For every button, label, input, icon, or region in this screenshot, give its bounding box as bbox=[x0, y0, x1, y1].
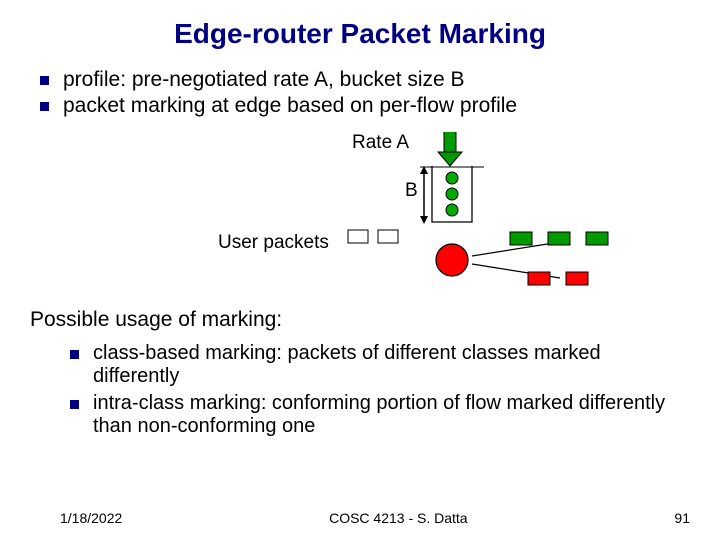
bullet-square-icon bbox=[40, 102, 49, 111]
top-bullets: profile: pre-negotiated rate A, bucket s… bbox=[40, 68, 720, 118]
rate-a-arrow-icon bbox=[438, 132, 462, 166]
slide-title-text: Edge-router Packet Marking bbox=[174, 18, 546, 49]
subheading: Possible usage of marking: bbox=[30, 308, 720, 332]
slide-footer: 1/18/2022 COSC 4213 - S. Datta 91 bbox=[0, 510, 720, 526]
bullet-text: profile: pre-negotiated rate A, bucket s… bbox=[63, 68, 465, 92]
footer-center: COSC 4213 - S. Datta bbox=[329, 510, 468, 526]
out-green-packet-icon bbox=[510, 232, 532, 245]
out-red-packet-icon bbox=[528, 272, 550, 285]
sub-bullet-text: intra-class marking: conforming portion … bbox=[93, 392, 673, 438]
slide-title: Edge-router Packet Marking bbox=[0, 0, 720, 50]
token-icon bbox=[446, 204, 458, 216]
token-bucket-diagram: Rate A B User packets bbox=[0, 132, 720, 302]
token-icon bbox=[446, 172, 458, 184]
footer-date: 1/18/2022 bbox=[60, 510, 122, 526]
footer-page: 91 bbox=[674, 510, 690, 526]
bullet-text: packet marking at edge based on per-flow… bbox=[63, 94, 517, 118]
subheading-text: Possible usage of marking: bbox=[30, 308, 282, 331]
user-packet-icon bbox=[378, 230, 398, 243]
bullet-square-icon bbox=[70, 400, 79, 409]
out-green-packet-icon bbox=[548, 232, 570, 245]
bullet-row: class-based marking: packets of differen… bbox=[70, 342, 720, 388]
token-icon bbox=[446, 188, 458, 200]
out-red-packet-icon bbox=[566, 272, 588, 285]
out-green-packet-icon bbox=[586, 232, 608, 245]
marker-circle-icon bbox=[436, 244, 468, 276]
bullet-square-icon bbox=[40, 76, 49, 85]
diagram-svg bbox=[0, 132, 720, 302]
bullet-square-icon bbox=[70, 350, 79, 359]
bullet-row: packet marking at edge based on per-flow… bbox=[40, 94, 720, 118]
user-packet-icon bbox=[348, 230, 368, 243]
sub-bullet-text: class-based marking: packets of differen… bbox=[93, 342, 673, 388]
bullet-row: profile: pre-negotiated rate A, bucket s… bbox=[40, 68, 720, 92]
sub-bullets: class-based marking: packets of differen… bbox=[70, 342, 720, 438]
b-size-arrow-icon bbox=[420, 166, 428, 224]
bullet-row: intra-class marking: conforming portion … bbox=[70, 392, 720, 438]
